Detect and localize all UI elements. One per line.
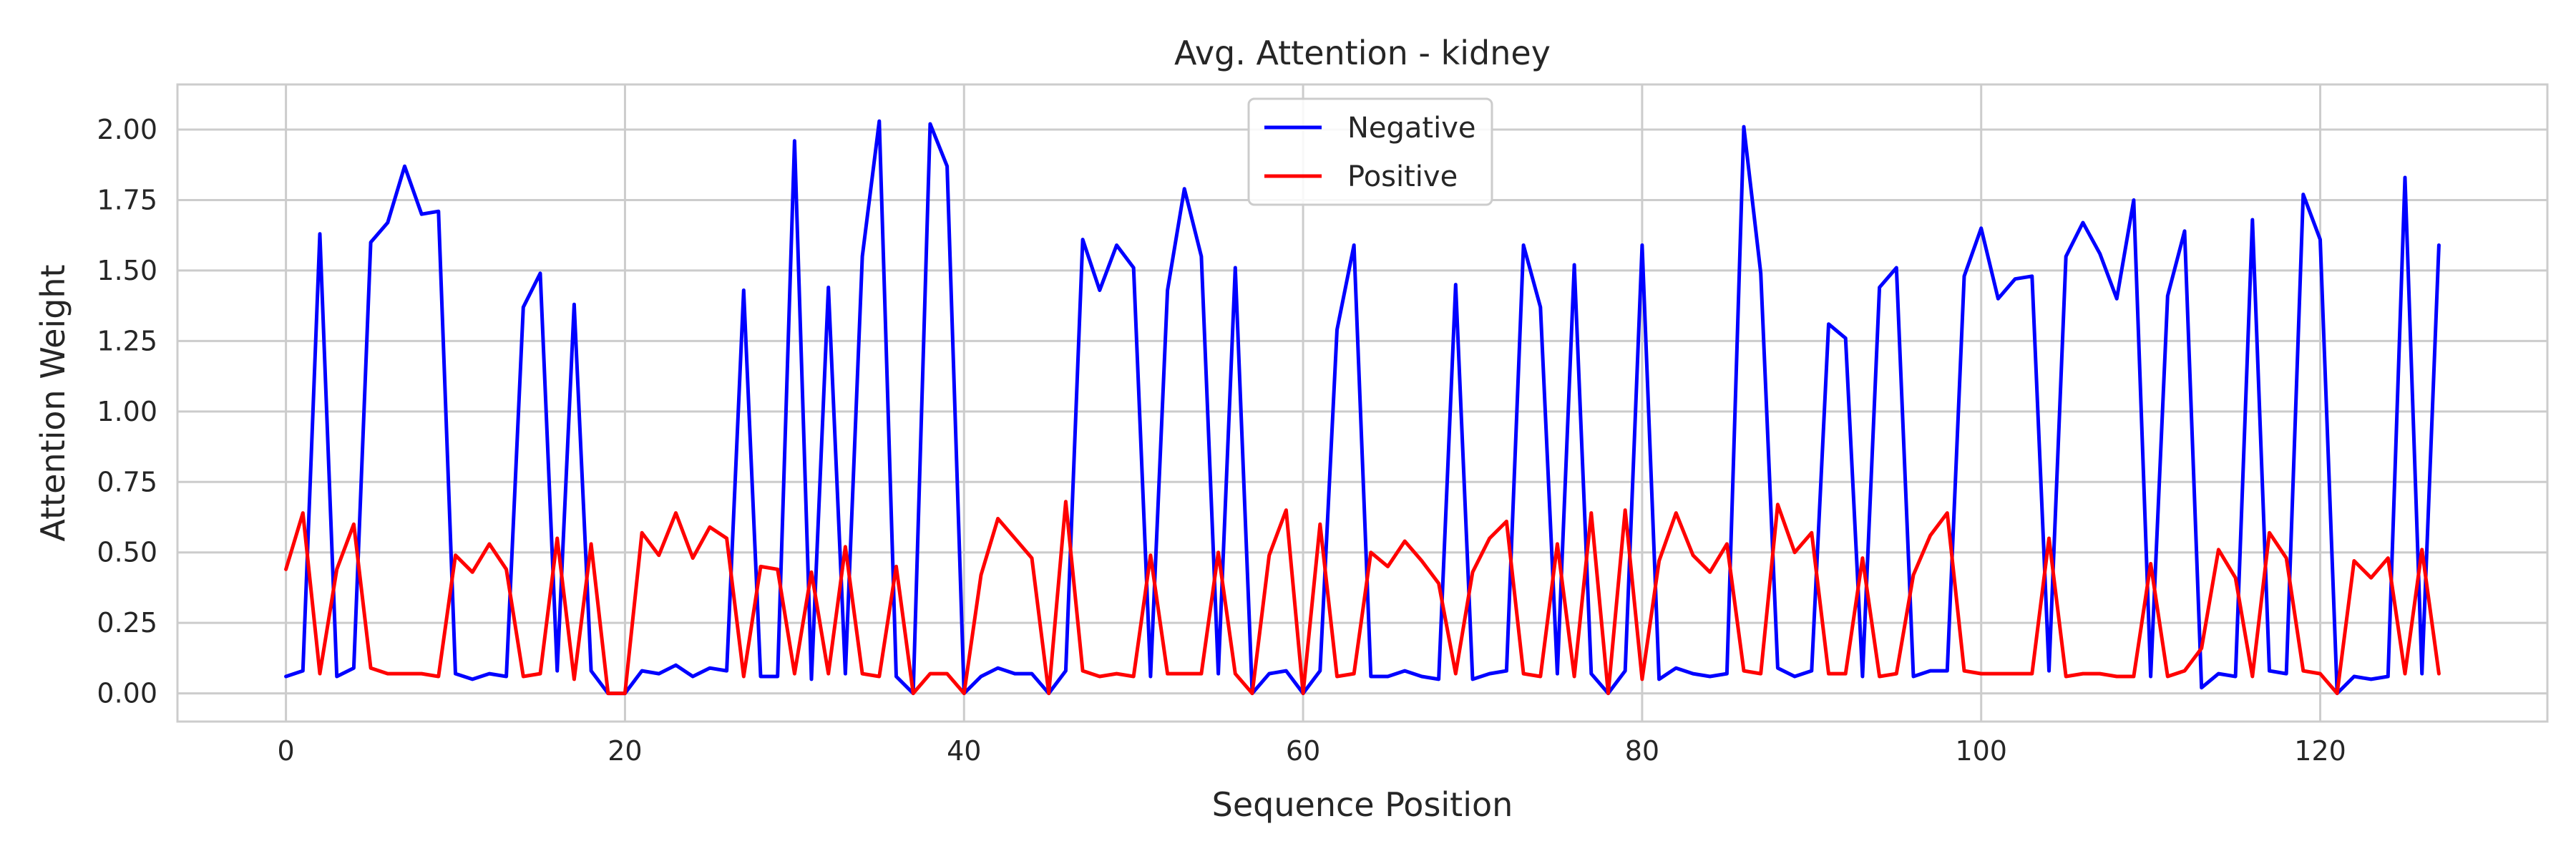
x-tick-label: 120 — [2294, 735, 2346, 767]
x-tick-label: 60 — [1286, 735, 1320, 767]
legend-label: Negative — [1347, 112, 1476, 145]
y-tick-label: 0.25 — [97, 607, 157, 639]
x-tick-label: 0 — [278, 735, 295, 767]
y-tick-label: 1.00 — [97, 396, 157, 427]
x-axis-title: Sequence Position — [1212, 785, 1513, 824]
legend-label: Positive — [1347, 160, 1458, 193]
series-line-negative — [284, 119, 2441, 696]
y-tick-label: 1.75 — [97, 184, 157, 215]
x-tick-label: 100 — [1955, 735, 2007, 767]
x-tick-label: 80 — [1625, 735, 1659, 767]
x-axis-ticks: 0 20 40 60 80 100 120 — [278, 735, 2346, 767]
y-tick-label: 0.75 — [97, 466, 157, 498]
legend-box — [1247, 97, 1493, 206]
chart-title: Avg. Attention - kidney — [1174, 34, 1551, 72]
y-axis-ticks: 0.00 0.25 0.50 0.75 1.00 1.25 1.50 1.75 2.00 — [97, 114, 157, 709]
series-layer — [284, 119, 2441, 696]
x-tick-label: 20 — [608, 735, 642, 767]
plot-frame — [176, 83, 2549, 723]
y-tick-label: 0.50 — [97, 537, 157, 568]
y-tick-label: 0.00 — [97, 678, 157, 709]
series-line-positive — [284, 500, 2441, 696]
y-axis-title: Attention Weight — [34, 264, 72, 541]
legend: Negative Positive — [1247, 97, 1493, 206]
x-tick-label: 40 — [947, 735, 981, 767]
y-tick-label: 1.25 — [97, 325, 157, 356]
y-tick-label: 1.50 — [97, 255, 157, 286]
y-tick-label: 2.00 — [97, 114, 157, 145]
